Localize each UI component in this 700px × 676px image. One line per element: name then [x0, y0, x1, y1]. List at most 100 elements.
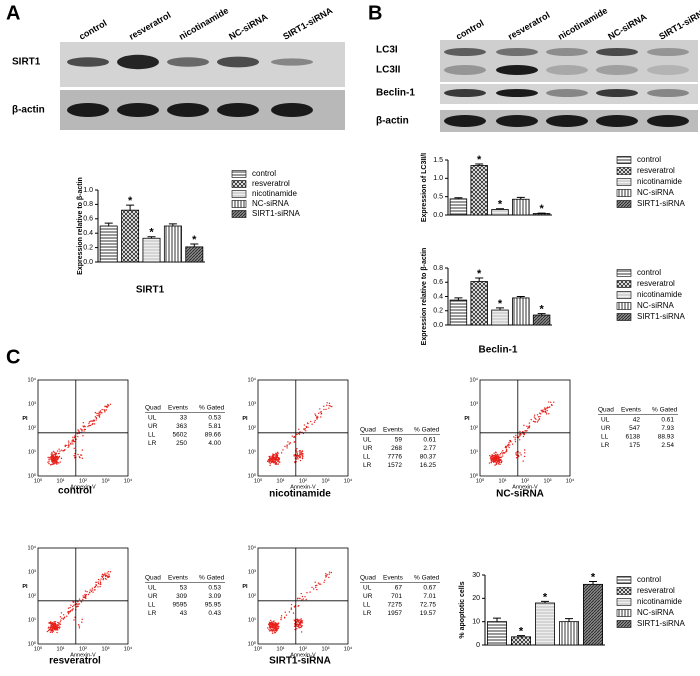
error-bar: [454, 297, 463, 301]
legend-swatch: [616, 576, 632, 584]
event-dot: [73, 454, 75, 457]
event-dot: [46, 630, 49, 633]
event-dot: [495, 461, 497, 463]
event-dot: [543, 407, 546, 409]
event-dot: [526, 430, 528, 432]
event-dot: [92, 423, 94, 425]
event-dot: [291, 435, 293, 437]
event-dot: [515, 453, 517, 455]
event-dot: [502, 453, 504, 455]
event-dot: [97, 586, 99, 588]
event-dot: [73, 619, 75, 621]
table-cell: 0.67: [423, 585, 436, 592]
blot-band: [647, 48, 689, 56]
event-dot: [272, 632, 274, 634]
event-dot: [501, 451, 503, 454]
event-dot: [290, 608, 292, 611]
event-dot: [58, 452, 60, 455]
event-dot: [320, 411, 322, 413]
blot-band: [546, 89, 588, 97]
flow-y-tick-label: 10³: [470, 401, 478, 407]
y-axis-label: Expression of LC3II/I: [421, 153, 428, 222]
table-cell: 53: [180, 585, 188, 592]
flow-y-tick-label: 10²: [28, 593, 36, 599]
flow-y-tick-label: 10⁰: [470, 472, 479, 479]
event-dot: [78, 603, 81, 605]
event-dot: [277, 622, 280, 624]
event-dot: [81, 618, 83, 621]
event-dot: [271, 455, 273, 458]
event-dot: [300, 618, 302, 620]
event-dot: [297, 458, 299, 460]
table-cell: 363: [176, 423, 187, 430]
event-dot: [285, 614, 288, 616]
table-cell: UR: [601, 425, 611, 432]
event-dot: [52, 626, 55, 628]
event-dot: [273, 454, 275, 456]
event-dot: [298, 623, 300, 626]
event-dot: [314, 584, 317, 587]
x-axis-label: SIRT1: [136, 285, 165, 296]
event-dot: [277, 460, 279, 462]
event-dot: [105, 406, 108, 408]
event-dot: [50, 630, 53, 632]
event-dot: [276, 455, 279, 458]
event-dot: [274, 631, 277, 634]
event-dot: [273, 456, 275, 458]
event-dot: [49, 631, 52, 634]
event-dot: [301, 595, 304, 598]
event-dot: [304, 428, 307, 430]
event-dot: [269, 459, 272, 462]
legend-swatch: [616, 620, 632, 628]
event-dot: [301, 599, 303, 601]
event-dot: [500, 459, 502, 461]
event-dot: [330, 571, 333, 574]
event-dot: [59, 450, 61, 452]
event-dot: [82, 595, 84, 597]
event-dot: [307, 422, 309, 425]
blot-band: [217, 56, 259, 68]
event-dot: [297, 621, 300, 623]
blot-band: [117, 103, 159, 117]
event-dot: [51, 631, 53, 634]
event-dot: [102, 577, 105, 580]
event-dot: [307, 426, 309, 428]
event-dot: [535, 418, 537, 420]
legend-swatch: [616, 291, 632, 299]
event-dot: [489, 454, 491, 457]
event-dot: [527, 427, 529, 429]
event-dot: [288, 611, 291, 613]
event-dot: [69, 606, 71, 609]
event-dot: [299, 431, 301, 433]
event-dot: [505, 445, 508, 448]
blot-band: [546, 65, 588, 75]
event-dot: [82, 596, 85, 599]
event-dot: [49, 458, 51, 460]
bar: [470, 165, 488, 216]
flow-y-tick-label: 10²: [248, 425, 256, 431]
event-dot: [277, 463, 280, 465]
event-dot: [274, 457, 277, 460]
event-dot: [269, 623, 271, 625]
event-dot: [491, 455, 494, 457]
event-dot: [60, 612, 63, 614]
event-dot: [326, 574, 328, 576]
table-cell: UR: [148, 423, 158, 430]
bar: [470, 281, 488, 326]
event-dot: [51, 458, 54, 460]
blot-band: [67, 103, 109, 117]
bar: [535, 602, 556, 646]
table-cell: 19.57: [420, 610, 437, 617]
event-dot: [277, 625, 279, 628]
event-dot: [106, 574, 108, 577]
event-dot: [102, 578, 104, 581]
event-dot: [518, 455, 520, 458]
event-dot: [267, 623, 270, 626]
table-cell: UL: [601, 417, 610, 424]
event-dot: [104, 572, 106, 575]
event-dot: [48, 462, 50, 465]
event-dot: [298, 619, 300, 621]
event-dot: [506, 444, 509, 446]
event-dot: [282, 449, 284, 451]
event-dot: [516, 454, 518, 456]
